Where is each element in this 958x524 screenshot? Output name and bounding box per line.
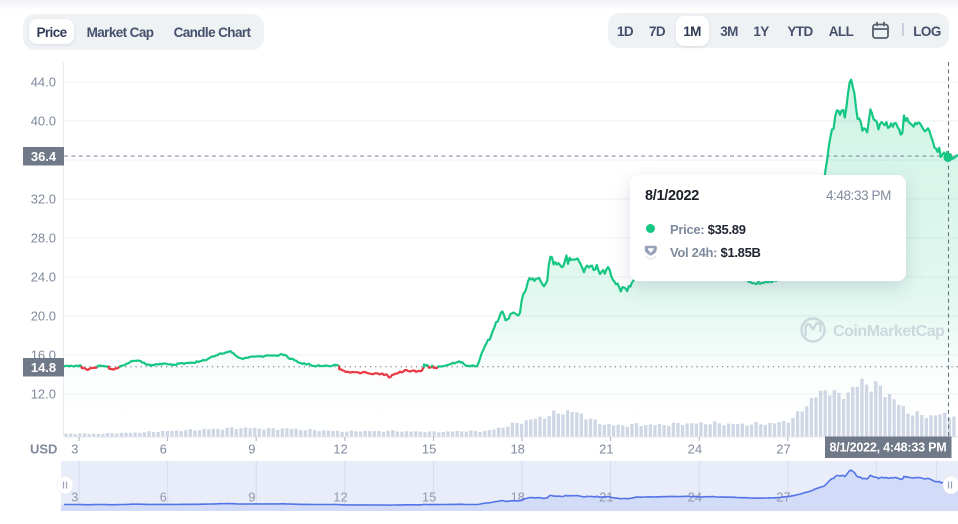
svg-text:14.8: 14.8 bbox=[31, 360, 56, 375]
svg-text:12: 12 bbox=[333, 442, 347, 457]
svg-text:21: 21 bbox=[599, 442, 613, 457]
svg-text:9: 9 bbox=[248, 490, 255, 505]
svg-text:32.0: 32.0 bbox=[31, 192, 56, 207]
svg-text:40.0: 40.0 bbox=[31, 114, 56, 129]
svg-text:USD: USD bbox=[30, 442, 57, 457]
svg-text:24: 24 bbox=[688, 442, 702, 457]
svg-text:18: 18 bbox=[510, 442, 524, 457]
svg-text:3: 3 bbox=[71, 442, 78, 457]
svg-text:18: 18 bbox=[510, 490, 524, 505]
svg-text:6: 6 bbox=[160, 490, 167, 505]
svg-text:15: 15 bbox=[422, 442, 436, 457]
svg-text:28.0: 28.0 bbox=[31, 231, 56, 246]
svg-text:12: 12 bbox=[333, 490, 347, 505]
svg-text:24.0: 24.0 bbox=[31, 270, 56, 285]
svg-text:8/1/2022, 4:48:33 PM: 8/1/2022, 4:48:33 PM bbox=[830, 441, 947, 455]
svg-text:12.0: 12.0 bbox=[31, 387, 56, 402]
svg-text:44.0: 44.0 bbox=[31, 75, 56, 90]
svg-text:6: 6 bbox=[160, 442, 167, 457]
svg-text:9: 9 bbox=[248, 442, 255, 457]
svg-text:CoinMarketCap: CoinMarketCap bbox=[833, 323, 945, 340]
svg-text:15: 15 bbox=[422, 490, 436, 505]
svg-text:3: 3 bbox=[71, 490, 78, 505]
svg-text:27: 27 bbox=[776, 442, 790, 457]
svg-text:20.0: 20.0 bbox=[31, 309, 56, 324]
svg-text:36.4: 36.4 bbox=[31, 149, 57, 164]
